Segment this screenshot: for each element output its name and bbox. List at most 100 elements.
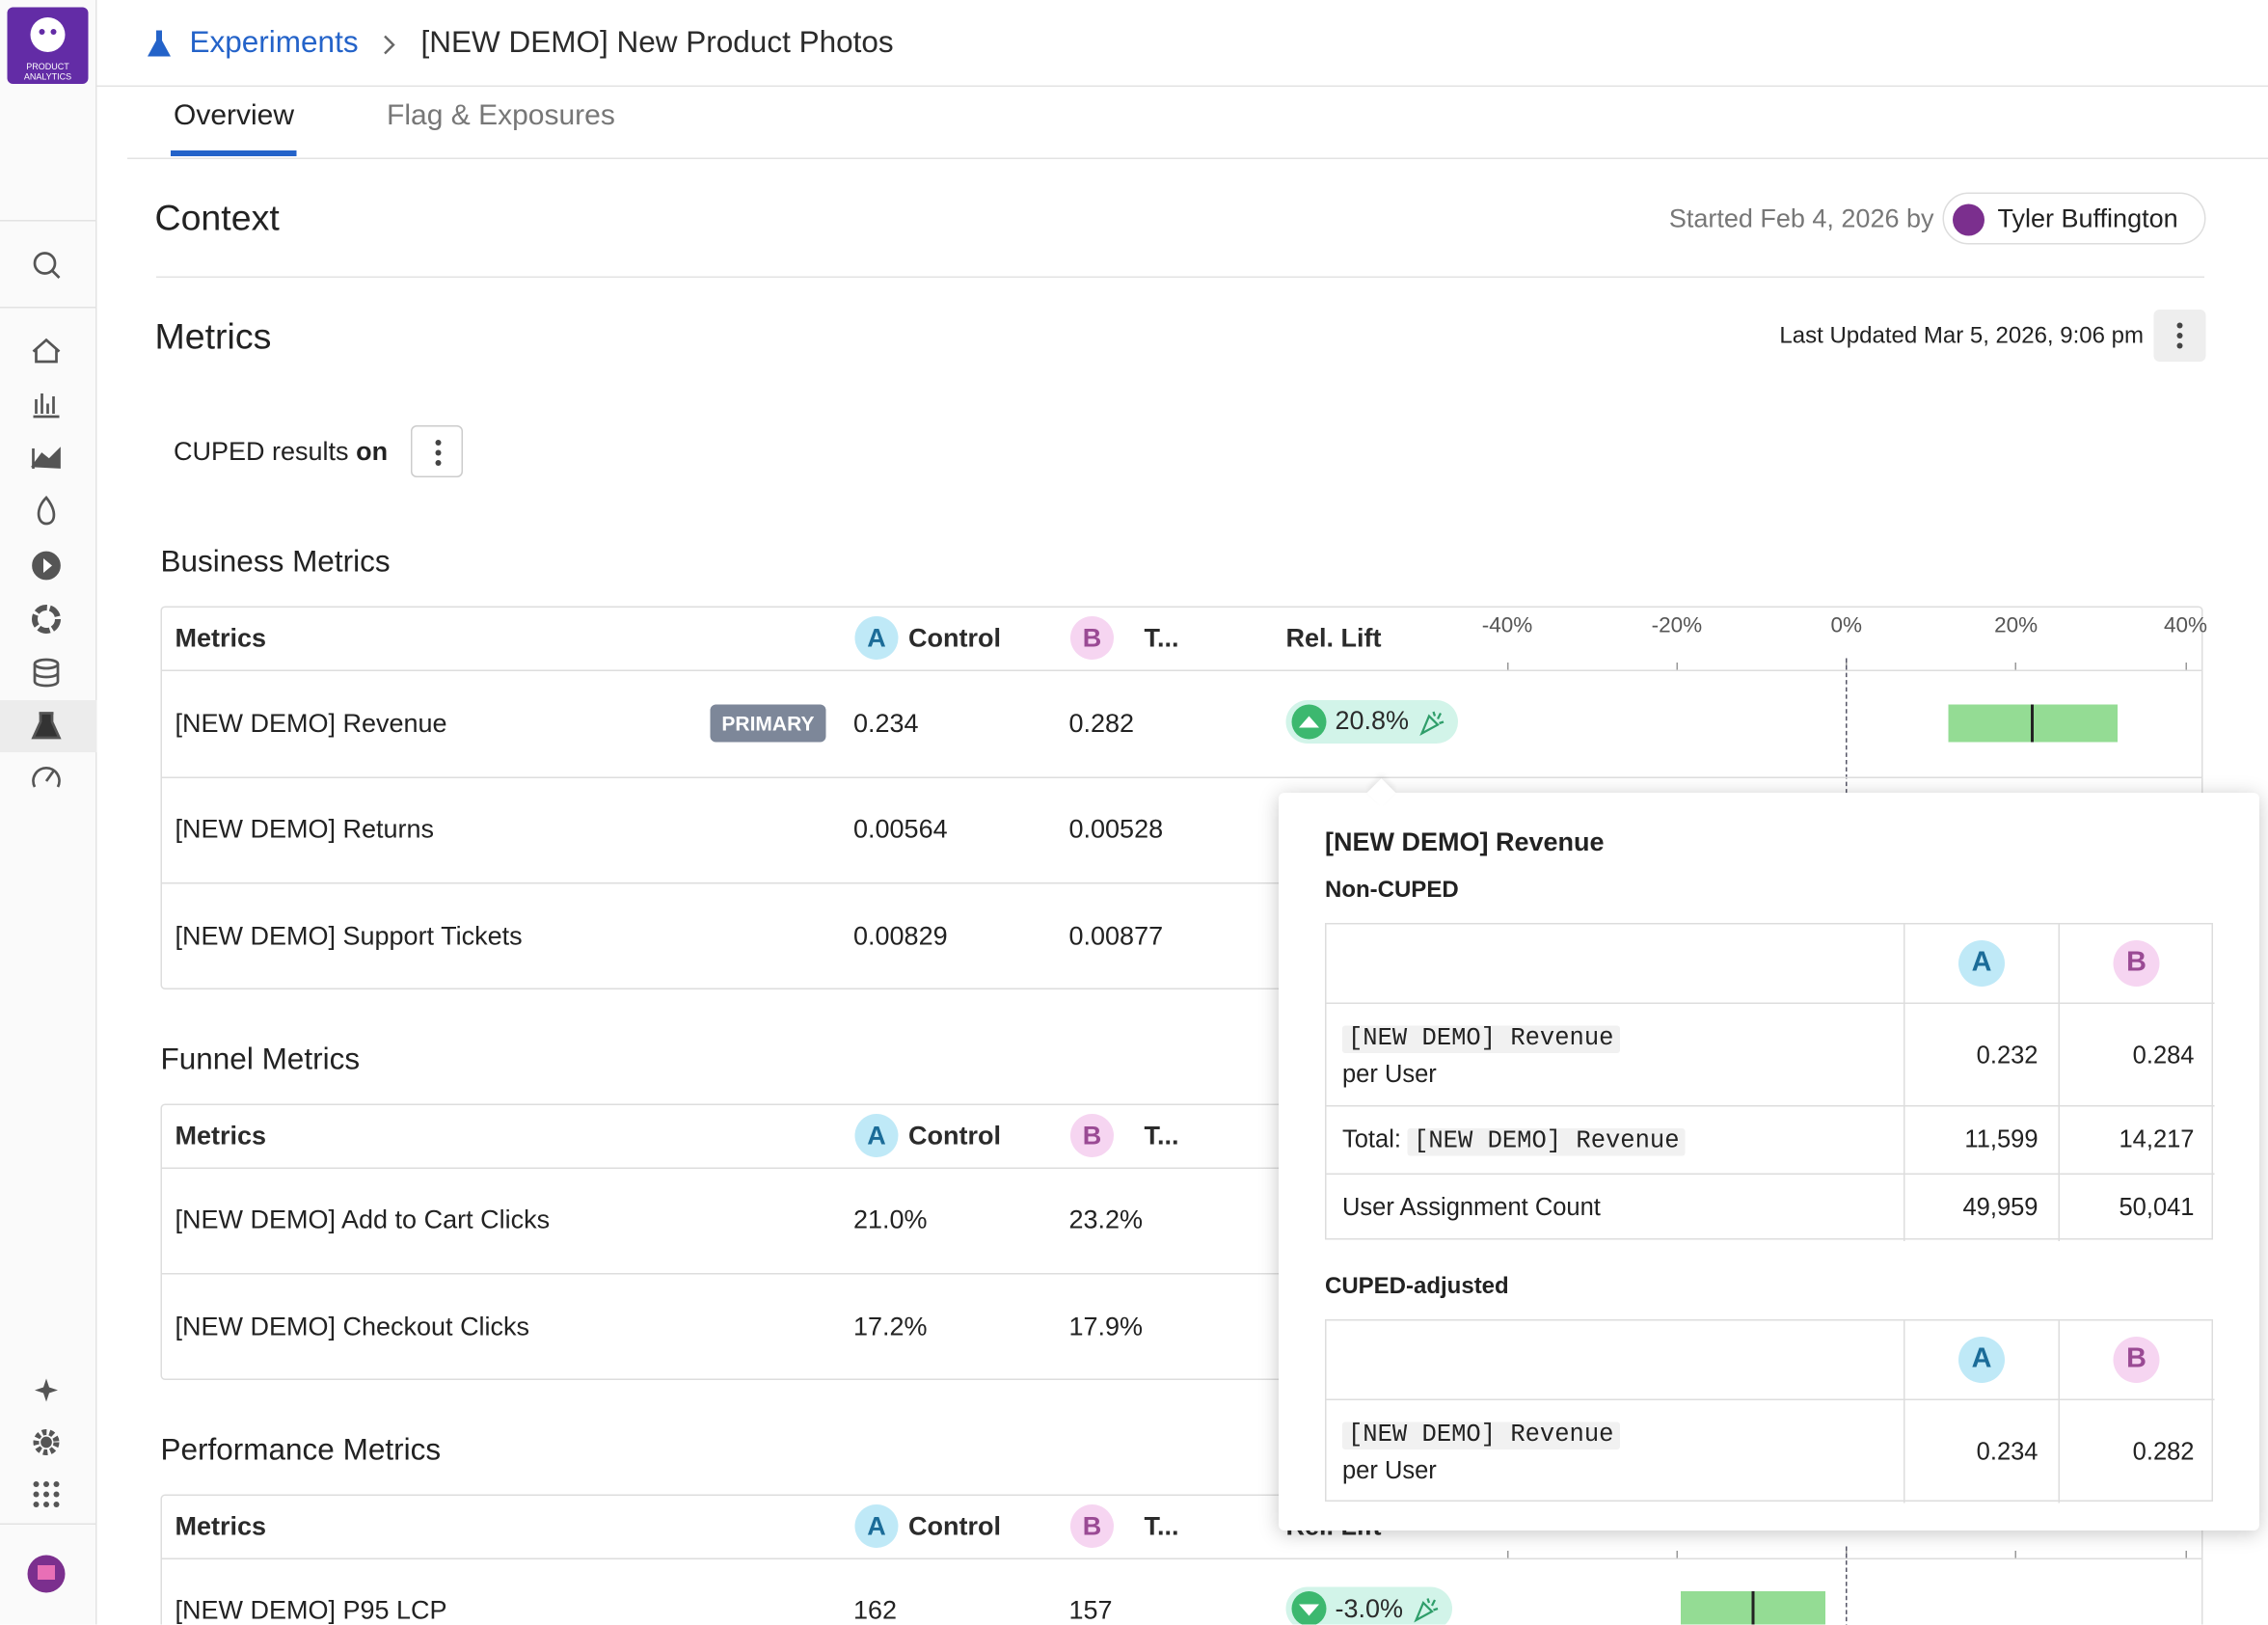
treatment-value: 0.282 (1069, 706, 1135, 741)
metric-popover: [NEW DEMO] Revenue Non-CUPED A B [NEW DEMO] … (1279, 793, 2259, 1530)
control-value: 0.00564 (853, 812, 948, 847)
kebab-dot (2177, 343, 2183, 349)
variant-b-value: 14,217 (2120, 1123, 2195, 1157)
nav-icons[interactable] (0, 0, 97, 1625)
kebab-dot (436, 440, 442, 446)
control-value: 17.2% (853, 1309, 928, 1343)
label-line: User Assignment Count (1342, 1190, 1601, 1225)
column-header: Rel. Lift (1286, 621, 1382, 656)
variant-a-badge: A (855, 616, 899, 660)
top-bar-border (97, 86, 2268, 88)
metric-name: [NEW DEMO] Support Tickets (176, 918, 523, 953)
label-suffix: per User (1342, 1058, 1619, 1093)
treatment-value: 17.9% (1069, 1309, 1144, 1343)
lift-value: -3.0% (1336, 1594, 1404, 1625)
primary-badge: PRIMARY (710, 704, 825, 742)
column-header: T... (1145, 621, 1179, 656)
row-border (1327, 1173, 2215, 1175)
variant-b-value: 50,041 (2120, 1190, 2195, 1225)
label-line: [NEW DEMO] Revenue (1342, 1020, 1619, 1058)
tab-underline (171, 150, 297, 156)
column-header: Metrics (176, 1508, 267, 1543)
lift-pill: 20.8% (1286, 700, 1459, 744)
axis-tick-label: -40% (1482, 609, 1533, 644)
col-border (2059, 925, 2061, 1242)
metrics-title: Metrics (155, 320, 272, 355)
popover-section-title: CUPED-adjusted (1325, 1270, 1509, 1305)
variant-a-value: 0.234 (1977, 1434, 2038, 1469)
control-value: 0.00829 (853, 918, 948, 953)
section-title: Funnel Metrics (161, 1043, 361, 1077)
celebrate-icon (1412, 1594, 1441, 1623)
context-title: Context (155, 202, 280, 236)
lift-pill: -3.0% (1286, 1587, 1453, 1625)
popover-section-title: Non-CUPED (1325, 874, 1459, 908)
variant-b-badge: B (2114, 940, 2160, 987)
column-header: T... (1145, 1118, 1179, 1152)
variant-b-value: 0.282 (2133, 1434, 2195, 1469)
variant-a-badge: A (1958, 1337, 2005, 1383)
row-label: User Assignment Count (1342, 1190, 1601, 1225)
axis-tick-label: 0% (1830, 609, 1862, 644)
column-header: Control (908, 1118, 1001, 1152)
treatment-value: 0.00877 (1069, 918, 1164, 953)
owner-avatar (1953, 204, 1984, 236)
header-border (161, 1557, 2203, 1559)
axis-tick-label: -20% (1652, 609, 1703, 644)
column-header: Metrics (176, 621, 267, 656)
cuped-state: on (356, 437, 388, 466)
control-value: 162 (853, 1593, 897, 1625)
metric-name: [NEW DEMO] Returns (176, 812, 435, 847)
treatment-value: 157 (1069, 1593, 1113, 1625)
zero-line (1846, 1546, 1848, 1625)
row-border (1327, 1105, 2215, 1107)
tab[interactable]: Flag & Exposures (387, 98, 615, 133)
label-prefix: Total: (1342, 1125, 1401, 1153)
lift-direction-icon (1292, 704, 1327, 739)
variant-b-badge: B (1070, 1503, 1114, 1547)
axis-tick-label: 40% (2164, 609, 2207, 644)
kebab-dot (436, 450, 442, 456)
variant-a-value: 0.232 (1977, 1038, 2038, 1072)
lift-midpoint (1752, 1591, 1755, 1624)
variant-b-value: 0.284 (2133, 1038, 2195, 1072)
breadcrumb-parent[interactable]: Experiments (190, 26, 359, 61)
col-border (2059, 1321, 2061, 1503)
metric-name: [NEW DEMO] Revenue (176, 706, 447, 741)
header-border (161, 670, 2203, 672)
metric-code: [NEW DEMO] Revenue (1408, 1128, 1685, 1156)
metric-name: [NEW DEMO] P95 LCP (176, 1593, 447, 1625)
variant-a-value: 49,959 (1963, 1190, 2038, 1225)
tab[interactable]: Overview (174, 98, 294, 133)
row-border (161, 776, 2203, 778)
kebab-dot (2177, 333, 2183, 339)
treatment-value: 23.2% (1069, 1203, 1144, 1237)
owner-name: Tyler Buffington (1998, 202, 2178, 236)
column-header: Control (908, 621, 1001, 656)
row-border (1327, 1399, 2215, 1401)
popover-title: [NEW DEMO] Revenue (1325, 825, 1605, 859)
label-line: Total: [NEW DEMO] Revenue (1342, 1123, 1686, 1160)
variant-a-badge: A (855, 1113, 899, 1156)
treatment-value: 0.00528 (1069, 812, 1164, 847)
variant-a-badge: A (1958, 940, 2005, 987)
row-label: Total: [NEW DEMO] Revenue (1342, 1123, 1686, 1160)
celebrate-icon (1418, 707, 1446, 736)
section-title: Performance Metrics (161, 1433, 442, 1468)
variant-a-badge: A (855, 1503, 899, 1547)
metric-name: [NEW DEMO] Checkout Clicks (176, 1309, 530, 1343)
cuped-label: CUPED results (174, 437, 349, 466)
label-text: User Assignment Count (1342, 1193, 1601, 1221)
more-button[interactable] (2154, 310, 2206, 362)
cuped-menu-button[interactable] (411, 425, 463, 477)
label-suffix: per User (1342, 1454, 1619, 1489)
col-border (1904, 1321, 1905, 1503)
column-header: Control (908, 1508, 1001, 1543)
axis-tick-label: 20% (1994, 609, 2038, 644)
tabs-border (127, 158, 2268, 160)
variant-b-badge: B (1070, 616, 1114, 660)
